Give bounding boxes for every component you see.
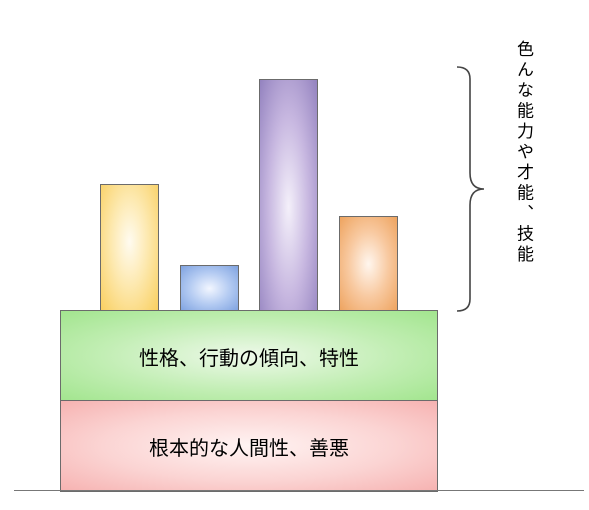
human-nature-layer: 根本的な人間性、善悪 bbox=[60, 400, 438, 492]
personality-layer: 性格、行動の傾向、特性 bbox=[60, 310, 438, 402]
abilities-label: 色んな能力や才能、技能 bbox=[513, 40, 533, 266]
ground-line bbox=[14, 490, 584, 491]
ability-bar-yellow bbox=[100, 184, 159, 312]
human-nature-layer-label: 根本的な人間性、善悪 bbox=[149, 435, 349, 460]
ability-bar-blue bbox=[180, 265, 239, 312]
personality-layer-label: 性格、行動の傾向、特性 bbox=[139, 345, 359, 370]
ability-bar-orange bbox=[339, 216, 398, 312]
curly-brace-icon bbox=[456, 66, 485, 312]
ability-bar-purple bbox=[259, 79, 318, 312]
